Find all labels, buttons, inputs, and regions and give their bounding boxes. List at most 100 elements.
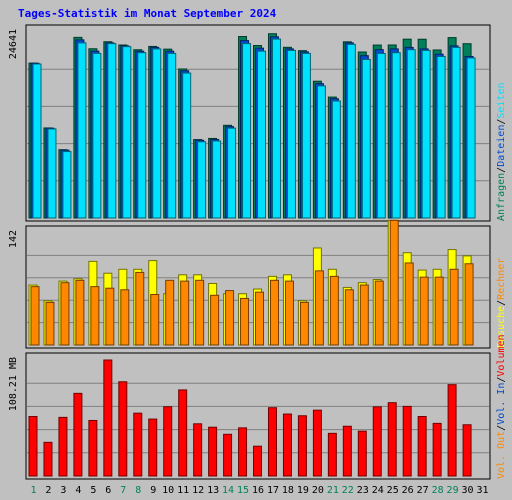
bar-rechner-day-1: [30, 286, 40, 346]
bar-seiten-day-18: [286, 49, 296, 219]
bar-rechner-day-23: [359, 284, 369, 346]
x-tick-label: 31: [476, 485, 488, 496]
legend-item: Anfragen: [496, 173, 507, 221]
bar-volumen-day-4: [73, 392, 83, 477]
bar-rechner-day-30: [464, 263, 474, 346]
bar-volumen-day-11: [178, 389, 188, 477]
bar-seiten-day-27: [421, 49, 431, 219]
bar-seiten-day-8: [137, 52, 147, 219]
bar-rechner-day-2: [45, 301, 55, 346]
bar-volumen-day-24: [372, 406, 382, 477]
bar-volumen-day-25: [387, 402, 397, 477]
x-tick-label: 11: [177, 485, 189, 496]
panel-top: 24641: [8, 24, 491, 222]
bar-seiten-day-7: [122, 46, 132, 219]
legend-item: /: [496, 377, 507, 383]
bar-volumen-day-2: [43, 441, 53, 477]
x-tick-label: 28: [432, 485, 444, 496]
bar-seiten-day-6: [107, 43, 117, 219]
bar-volumen-day-10: [163, 406, 173, 477]
bar-seiten-day-1: [32, 63, 42, 219]
panel-bottom: 108.21 MB: [8, 352, 491, 480]
x-tick-label: 27: [417, 485, 429, 496]
bar-volumen-day-5: [88, 419, 98, 477]
bar-rechner-day-5: [90, 286, 100, 346]
x-tick-label: 30: [462, 485, 474, 496]
bar-seiten-day-12: [197, 141, 207, 219]
bar-volumen-day-27: [417, 416, 427, 477]
bar-seiten-day-17: [271, 38, 281, 219]
bar-rechner-day-7: [120, 289, 130, 346]
bar-seiten-day-15: [242, 43, 252, 219]
x-tick-label: 2: [45, 485, 51, 496]
legend-item: Dateien: [496, 125, 507, 167]
bar-seiten-day-16: [257, 50, 267, 219]
x-tick-label: 4: [75, 485, 81, 496]
bar-volumen-day-9: [148, 418, 158, 477]
bar-volumen-day-22: [342, 425, 352, 477]
x-tick-label: 9: [150, 485, 156, 496]
x-tick-label: 15: [237, 485, 249, 496]
bar-rechner-day-18: [284, 280, 294, 346]
legend-item: Vol. In: [496, 383, 507, 425]
bar-volumen-day-28: [432, 422, 442, 477]
x-tick-label: 24: [372, 485, 384, 496]
bar-seiten-day-14: [227, 127, 237, 219]
x-tick-label: 10: [162, 485, 174, 496]
bar-rechner-day-12: [195, 279, 205, 346]
panel-middle: 142: [8, 219, 491, 349]
bar-volumen-day-14: [223, 433, 233, 477]
x-tick-label: 16: [252, 485, 264, 496]
legend-middle: Besuche/Rechner: [496, 258, 507, 348]
bar-seiten-day-20: [316, 85, 326, 219]
x-tick-label: 13: [207, 485, 219, 496]
x-tick-label: 26: [402, 485, 414, 496]
bar-seiten-day-11: [182, 72, 192, 219]
legend-item: /: [496, 167, 507, 173]
bar-volumen-day-23: [357, 430, 367, 477]
bar-rechner-day-29: [449, 268, 459, 346]
y-max-label-bottom: 108.21 MB: [8, 357, 19, 411]
x-tick-label: 18: [282, 485, 294, 496]
x-tick-label: 5: [90, 485, 96, 496]
bar-rechner-day-14: [225, 290, 235, 346]
bar-rechner-day-24: [374, 280, 384, 346]
legend-item: /: [496, 425, 507, 431]
bar-volumen-day-1: [28, 416, 38, 477]
x-tick-label: 29: [447, 485, 459, 496]
x-tick-label: 22: [342, 485, 354, 496]
bar-rechner-day-20: [314, 270, 324, 346]
x-tick-label: 1: [30, 485, 36, 496]
legend-item: /: [496, 300, 507, 306]
bar-seiten-day-19: [301, 52, 311, 219]
bar-seiten-day-10: [167, 52, 177, 219]
bar-volumen-day-16: [253, 445, 263, 477]
bar-volumen-day-7: [118, 381, 128, 477]
legend-top: Anfragen/Dateien/Seiten: [496, 82, 507, 221]
bar-seiten-day-5: [92, 52, 102, 219]
legend-item: Volumen: [496, 334, 507, 376]
legend-bottom: Vol. Out/Vol. In/Volumen: [496, 334, 507, 479]
bar-volumen-day-12: [193, 423, 203, 477]
bar-rechner-day-4: [75, 279, 85, 346]
x-tick-label: 7: [120, 485, 126, 496]
bar-volumen-day-8: [133, 412, 143, 477]
bar-seiten-day-21: [331, 100, 341, 219]
bar-volumen-day-18: [282, 413, 292, 477]
bar-rechner-day-26: [404, 262, 414, 346]
bar-volumen-day-20: [312, 409, 322, 477]
chart-title: Tages-Statistik im Monat September 2024: [18, 7, 277, 20]
bar-rechner-day-19: [299, 301, 309, 346]
bar-rechner-day-9: [150, 294, 160, 346]
bar-rechner-day-21: [329, 275, 339, 346]
x-tick-label: 21: [327, 485, 339, 496]
legend-item: Rechner: [496, 258, 507, 300]
x-tick-label: 20: [312, 485, 324, 496]
legend-item: Besuche: [496, 306, 507, 348]
x-tick-label: 6: [105, 485, 111, 496]
bar-volumen-day-19: [297, 415, 307, 477]
x-tick-label: 25: [387, 485, 399, 496]
x-tick-label: 3: [60, 485, 66, 496]
bar-seiten-day-23: [361, 58, 371, 219]
